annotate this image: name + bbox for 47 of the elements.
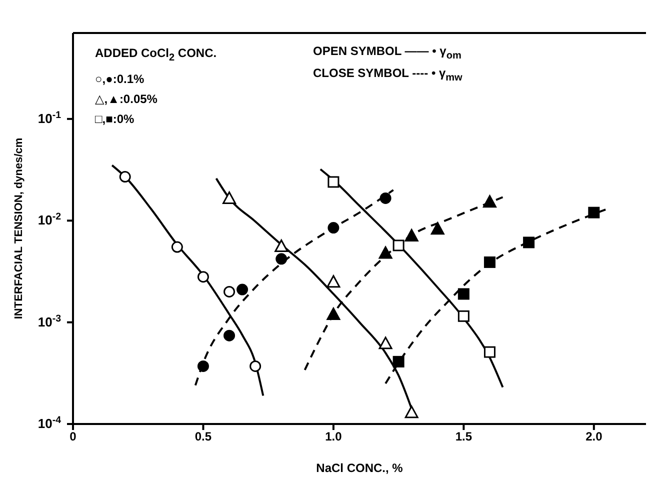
- x-tick-label: 1.5: [455, 430, 472, 444]
- x-axis-title: NaCl CONC., %: [316, 461, 404, 475]
- point: [326, 308, 340, 320]
- point: [326, 275, 340, 288]
- x-tick-label: 0: [70, 430, 77, 444]
- point: [404, 229, 418, 242]
- x-tick-label: 0.5: [194, 430, 212, 444]
- point: [224, 330, 236, 342]
- point: [276, 253, 288, 265]
- x-tick-label: 1.0: [325, 430, 342, 444]
- point: [328, 176, 340, 188]
- point: [328, 222, 340, 234]
- point: [484, 256, 496, 268]
- point: [171, 241, 183, 253]
- x-tick-label: 2.0: [586, 430, 603, 444]
- point: [119, 171, 131, 183]
- point: [523, 236, 535, 248]
- annotation: CLOSE SYMBOL ---- • γ$_{mw}$: [313, 65, 462, 86]
- point: [392, 356, 404, 368]
- annotation: ADDED CoCl$_{2}$ CONC.: [95, 45, 217, 66]
- point: [222, 191, 236, 204]
- point: [224, 286, 236, 298]
- annotation: ○,●:0.1%: [95, 71, 144, 87]
- point: [274, 239, 288, 252]
- point: [197, 360, 209, 372]
- annotation: OPEN SYMBOL —— • γ$_{om}$: [313, 43, 462, 64]
- annotation: △,▲:0.05%: [95, 91, 158, 107]
- point: [197, 271, 209, 283]
- y-tick-label: 10$^{-3}$: [38, 312, 62, 330]
- point: [588, 206, 600, 218]
- y-tick-label: 10$^{-4}$: [38, 414, 62, 431]
- point: [430, 222, 444, 235]
- point: [458, 288, 470, 300]
- point: [484, 346, 496, 358]
- point: [378, 246, 392, 259]
- point: [482, 195, 496, 208]
- point: [392, 240, 404, 252]
- y-axis-title: INTERFACIAL TENSION, dynes/cm: [12, 138, 25, 320]
- point: [378, 336, 392, 350]
- point: [458, 310, 470, 322]
- point: [236, 284, 248, 296]
- point: [404, 406, 418, 418]
- y-tick-label: 10$^{-1}$: [38, 109, 62, 126]
- y-tick-label: 10$^{-2}$: [38, 211, 62, 228]
- annotation: □,■:0%: [95, 111, 134, 127]
- point: [380, 192, 392, 204]
- point: [250, 360, 262, 372]
